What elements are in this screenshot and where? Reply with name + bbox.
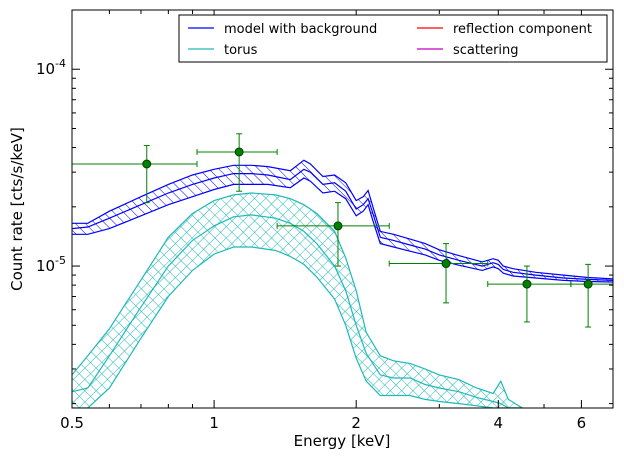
x-tick-label-2: 2 [351, 414, 361, 432]
legend-label-scattering: scattering [453, 43, 519, 58]
data-point-1-marker [142, 159, 152, 169]
data-point-3-marker [333, 221, 343, 231]
model-bands [72, 159, 613, 408]
model-lower-line [72, 177, 613, 283]
legend-label-reflection: reflection component [453, 22, 592, 37]
y-axis-ticks: 10-4 10-5 [36, 57, 613, 405]
data-point-6-marker [583, 279, 593, 289]
y-tick-label-1: 10-5 [36, 254, 66, 275]
x-axis-ticks: 0.5 1 2 4 6 [60, 10, 614, 432]
y-axis-label: Count rate [cts/s/keV] [8, 127, 26, 291]
data-point-5-marker [522, 279, 532, 289]
x-tick-label-1: 1 [209, 414, 219, 432]
model-middle-line [72, 168, 613, 281]
torus-middle-line [72, 214, 523, 408]
y-tick-label-0: 10-4 [36, 57, 66, 78]
data-point-4-marker [441, 259, 451, 269]
x-tick-label-3: 4 [494, 414, 504, 432]
data-point-2-marker [234, 147, 244, 157]
plot-area [72, 10, 613, 408]
x-tick-label-4: 6 [577, 414, 587, 432]
torus-upper-line [72, 192, 523, 408]
legend-label-torus: torus [224, 43, 258, 58]
torus-lower-line [72, 246, 523, 408]
torus-band-hatch [72, 193, 523, 408]
plot-frame [71, 9, 614, 409]
x-tick-label-0: 0.5 [60, 414, 84, 432]
legend-box [178, 14, 608, 63]
model-upper-line [72, 159, 613, 280]
legend-label-model: model with background [224, 22, 377, 37]
x-axis-label: Energy [keV] [294, 432, 391, 450]
legend: model with background torus reflection c… [178, 14, 608, 63]
model-band-hatch [72, 160, 613, 282]
data-points [72, 133, 613, 328]
